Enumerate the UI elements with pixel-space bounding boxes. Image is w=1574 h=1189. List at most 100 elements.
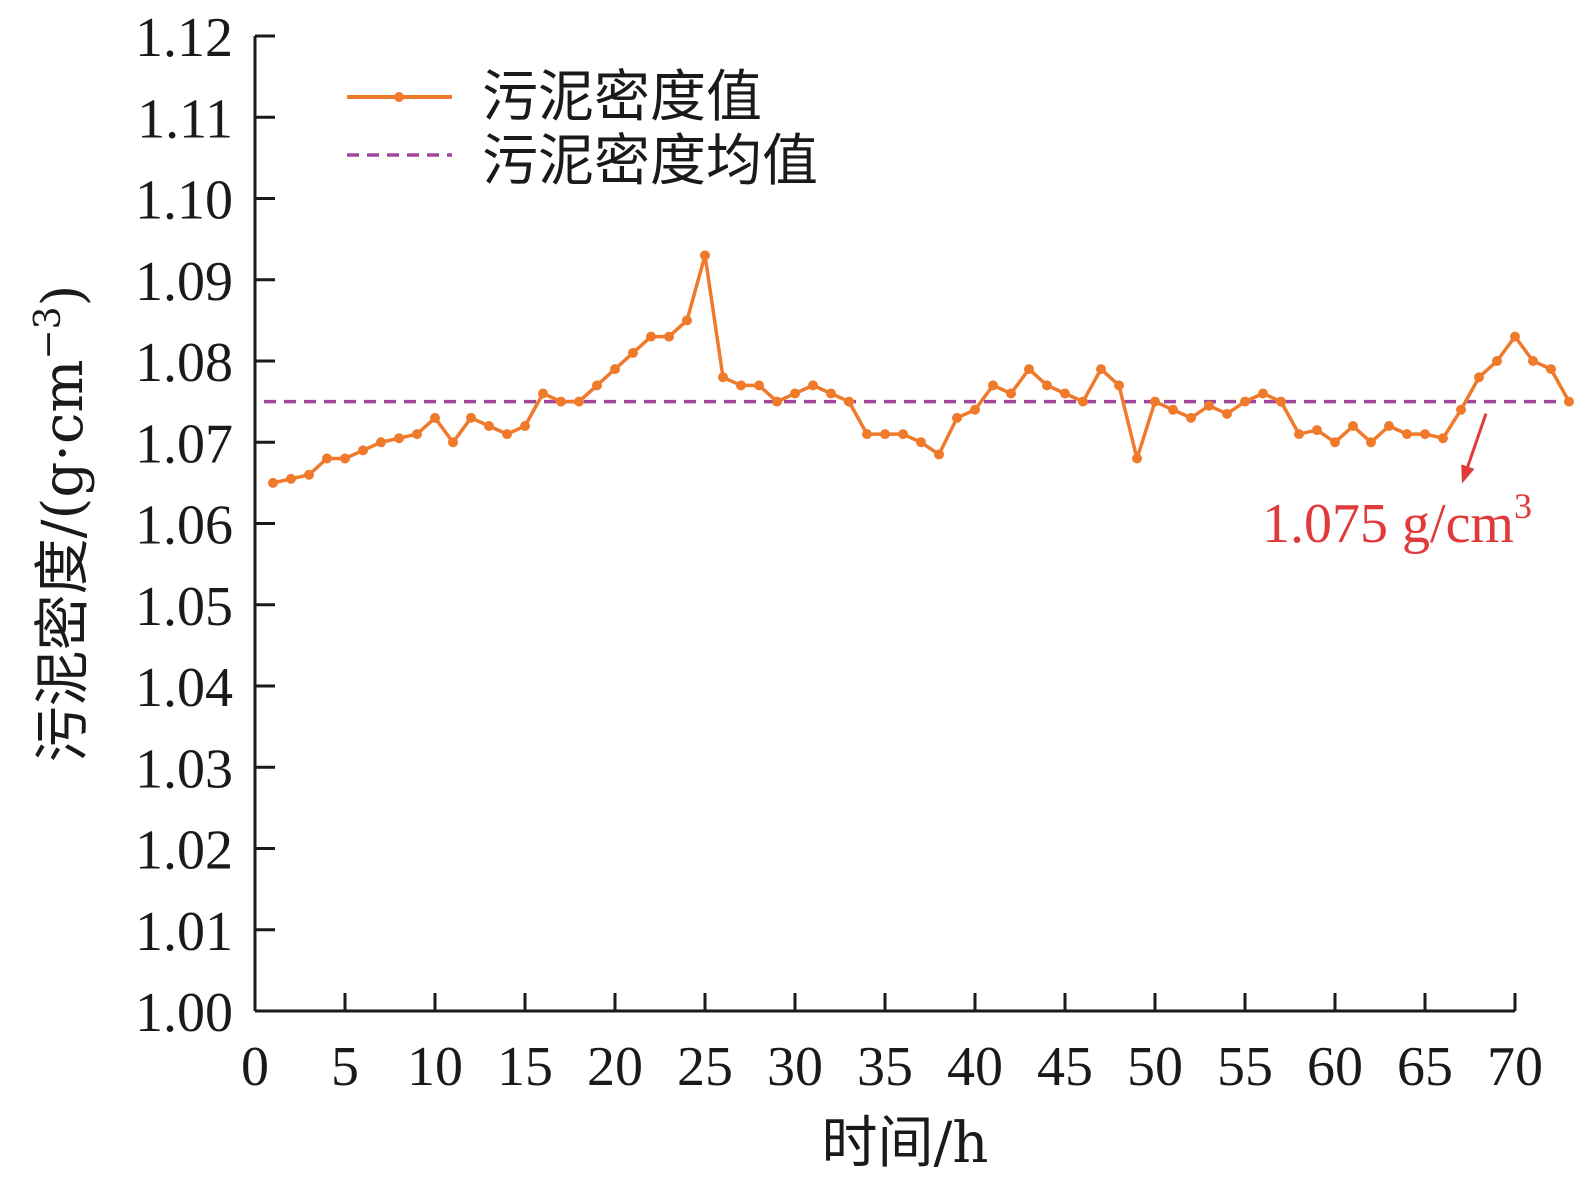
x-tick-label: 65 <box>1397 1036 1453 1098</box>
x-tick-label: 60 <box>1307 1036 1363 1098</box>
data-point <box>628 347 638 358</box>
data-point <box>862 429 872 440</box>
annotation-arrow-shaft <box>1464 413 1488 473</box>
data-point <box>592 380 602 391</box>
data-point <box>1330 437 1340 448</box>
data-point <box>1258 388 1268 399</box>
y-axis-title-superscript: −3 <box>28 306 69 359</box>
density-series-line <box>272 253 1571 485</box>
data-point <box>1060 388 1070 399</box>
annotation-arrow-head <box>1461 464 1475 484</box>
data-point <box>430 412 440 423</box>
data-point <box>1024 364 1034 375</box>
data-point <box>1528 356 1538 366</box>
data-point <box>1384 421 1394 431</box>
annotation-label-superscript: 3 <box>1514 486 1532 526</box>
y-tick-label: 1.05 <box>135 576 233 638</box>
x-tick-label: 45 <box>1037 1036 1093 1098</box>
legend-label-mean: 污泥密度均值 <box>482 129 818 194</box>
data-point <box>304 469 314 480</box>
data-point <box>934 449 944 460</box>
data-point <box>1240 396 1250 407</box>
data-point <box>268 477 278 488</box>
y-tick-label: 1.02 <box>135 820 233 882</box>
data-point <box>1564 396 1574 407</box>
y-axis-title-close: ) <box>31 285 96 307</box>
data-point <box>1546 364 1556 375</box>
data-point <box>898 429 908 440</box>
data-point <box>718 372 728 383</box>
y-tick-label: 1.08 <box>135 332 233 394</box>
y-tick-label: 1.03 <box>135 738 233 800</box>
data-point <box>772 396 782 407</box>
x-tick-label: 10 <box>407 1036 463 1098</box>
data-point <box>340 453 350 464</box>
annotation-label: 1.075 g/cm3 <box>1262 486 1532 555</box>
y-tick-label: 1.01 <box>135 901 233 963</box>
data-point <box>970 404 980 415</box>
data-point <box>358 445 368 456</box>
density-series-points <box>268 250 1574 488</box>
data-point <box>1366 437 1376 448</box>
data-point <box>1510 331 1520 342</box>
x-tick-label: 25 <box>677 1036 733 1098</box>
data-point <box>1438 433 1448 444</box>
data-point <box>538 388 548 399</box>
annotation-label-main: 1.075 g/cm <box>1262 493 1514 555</box>
data-point <box>286 473 296 484</box>
data-point <box>682 315 692 326</box>
x-axis-ticks: 0 5 10 15 20 25 30 35 40 45 50 55 60 65 70 <box>241 993 1543 1098</box>
data-point <box>736 380 746 391</box>
data-point <box>1492 356 1502 366</box>
legend-label-density: 污泥密度值 <box>482 65 762 130</box>
data-point <box>1204 400 1214 411</box>
data-point <box>1132 453 1142 464</box>
x-tick-label: 20 <box>587 1036 643 1098</box>
x-tick-label: 70 <box>1487 1036 1543 1098</box>
data-point <box>394 433 404 444</box>
data-point <box>826 388 836 399</box>
mean-annotation: 1.075 g/cm3 <box>1262 413 1532 555</box>
y-tick-label: 1.00 <box>135 982 233 1044</box>
data-point <box>448 437 458 448</box>
data-point <box>484 421 494 431</box>
data-point <box>646 331 656 342</box>
y-axis-title-main: 污泥密度/(g·cm <box>31 360 96 763</box>
data-point <box>808 380 818 391</box>
data-point <box>1294 429 1304 440</box>
data-point <box>1402 429 1412 440</box>
x-tick-label: 35 <box>857 1036 913 1098</box>
data-point <box>322 453 332 464</box>
y-tick-label: 1.06 <box>135 495 233 557</box>
data-point <box>412 429 422 440</box>
data-point <box>988 380 998 391</box>
data-point <box>466 412 476 423</box>
data-point <box>1150 396 1160 407</box>
y-tick-label: 1.11 <box>137 88 233 150</box>
data-point <box>1186 412 1196 423</box>
data-point <box>1114 380 1124 391</box>
y-tick-label: 1.04 <box>135 657 233 719</box>
data-point <box>790 388 800 399</box>
y-tick-label: 1.12 <box>135 7 233 69</box>
data-point <box>1420 429 1430 440</box>
y-axis-ticks: 1.00 1.01 1.02 1.03 1.04 1.05 1.06 1.07 1.08 1.09… <box>135 7 275 1044</box>
data-point <box>1276 396 1286 407</box>
data-point <box>1222 408 1232 419</box>
data-point <box>574 396 584 407</box>
y-tick-label: 1.09 <box>135 251 233 313</box>
data-point <box>664 331 674 342</box>
data-point <box>610 364 620 375</box>
data-point <box>1006 388 1016 399</box>
data-point <box>1078 396 1088 407</box>
data-point <box>952 412 962 423</box>
data-point <box>502 429 512 440</box>
data-point <box>1096 364 1106 375</box>
y-axis-title: 污泥密度/(g·cm−3) <box>28 285 96 763</box>
legend-marker-density <box>394 92 404 102</box>
x-tick-label: 0 <box>241 1036 269 1098</box>
x-tick-label: 50 <box>1127 1036 1183 1098</box>
x-axis-title: 时间/h <box>822 1111 989 1176</box>
data-point <box>754 380 764 391</box>
